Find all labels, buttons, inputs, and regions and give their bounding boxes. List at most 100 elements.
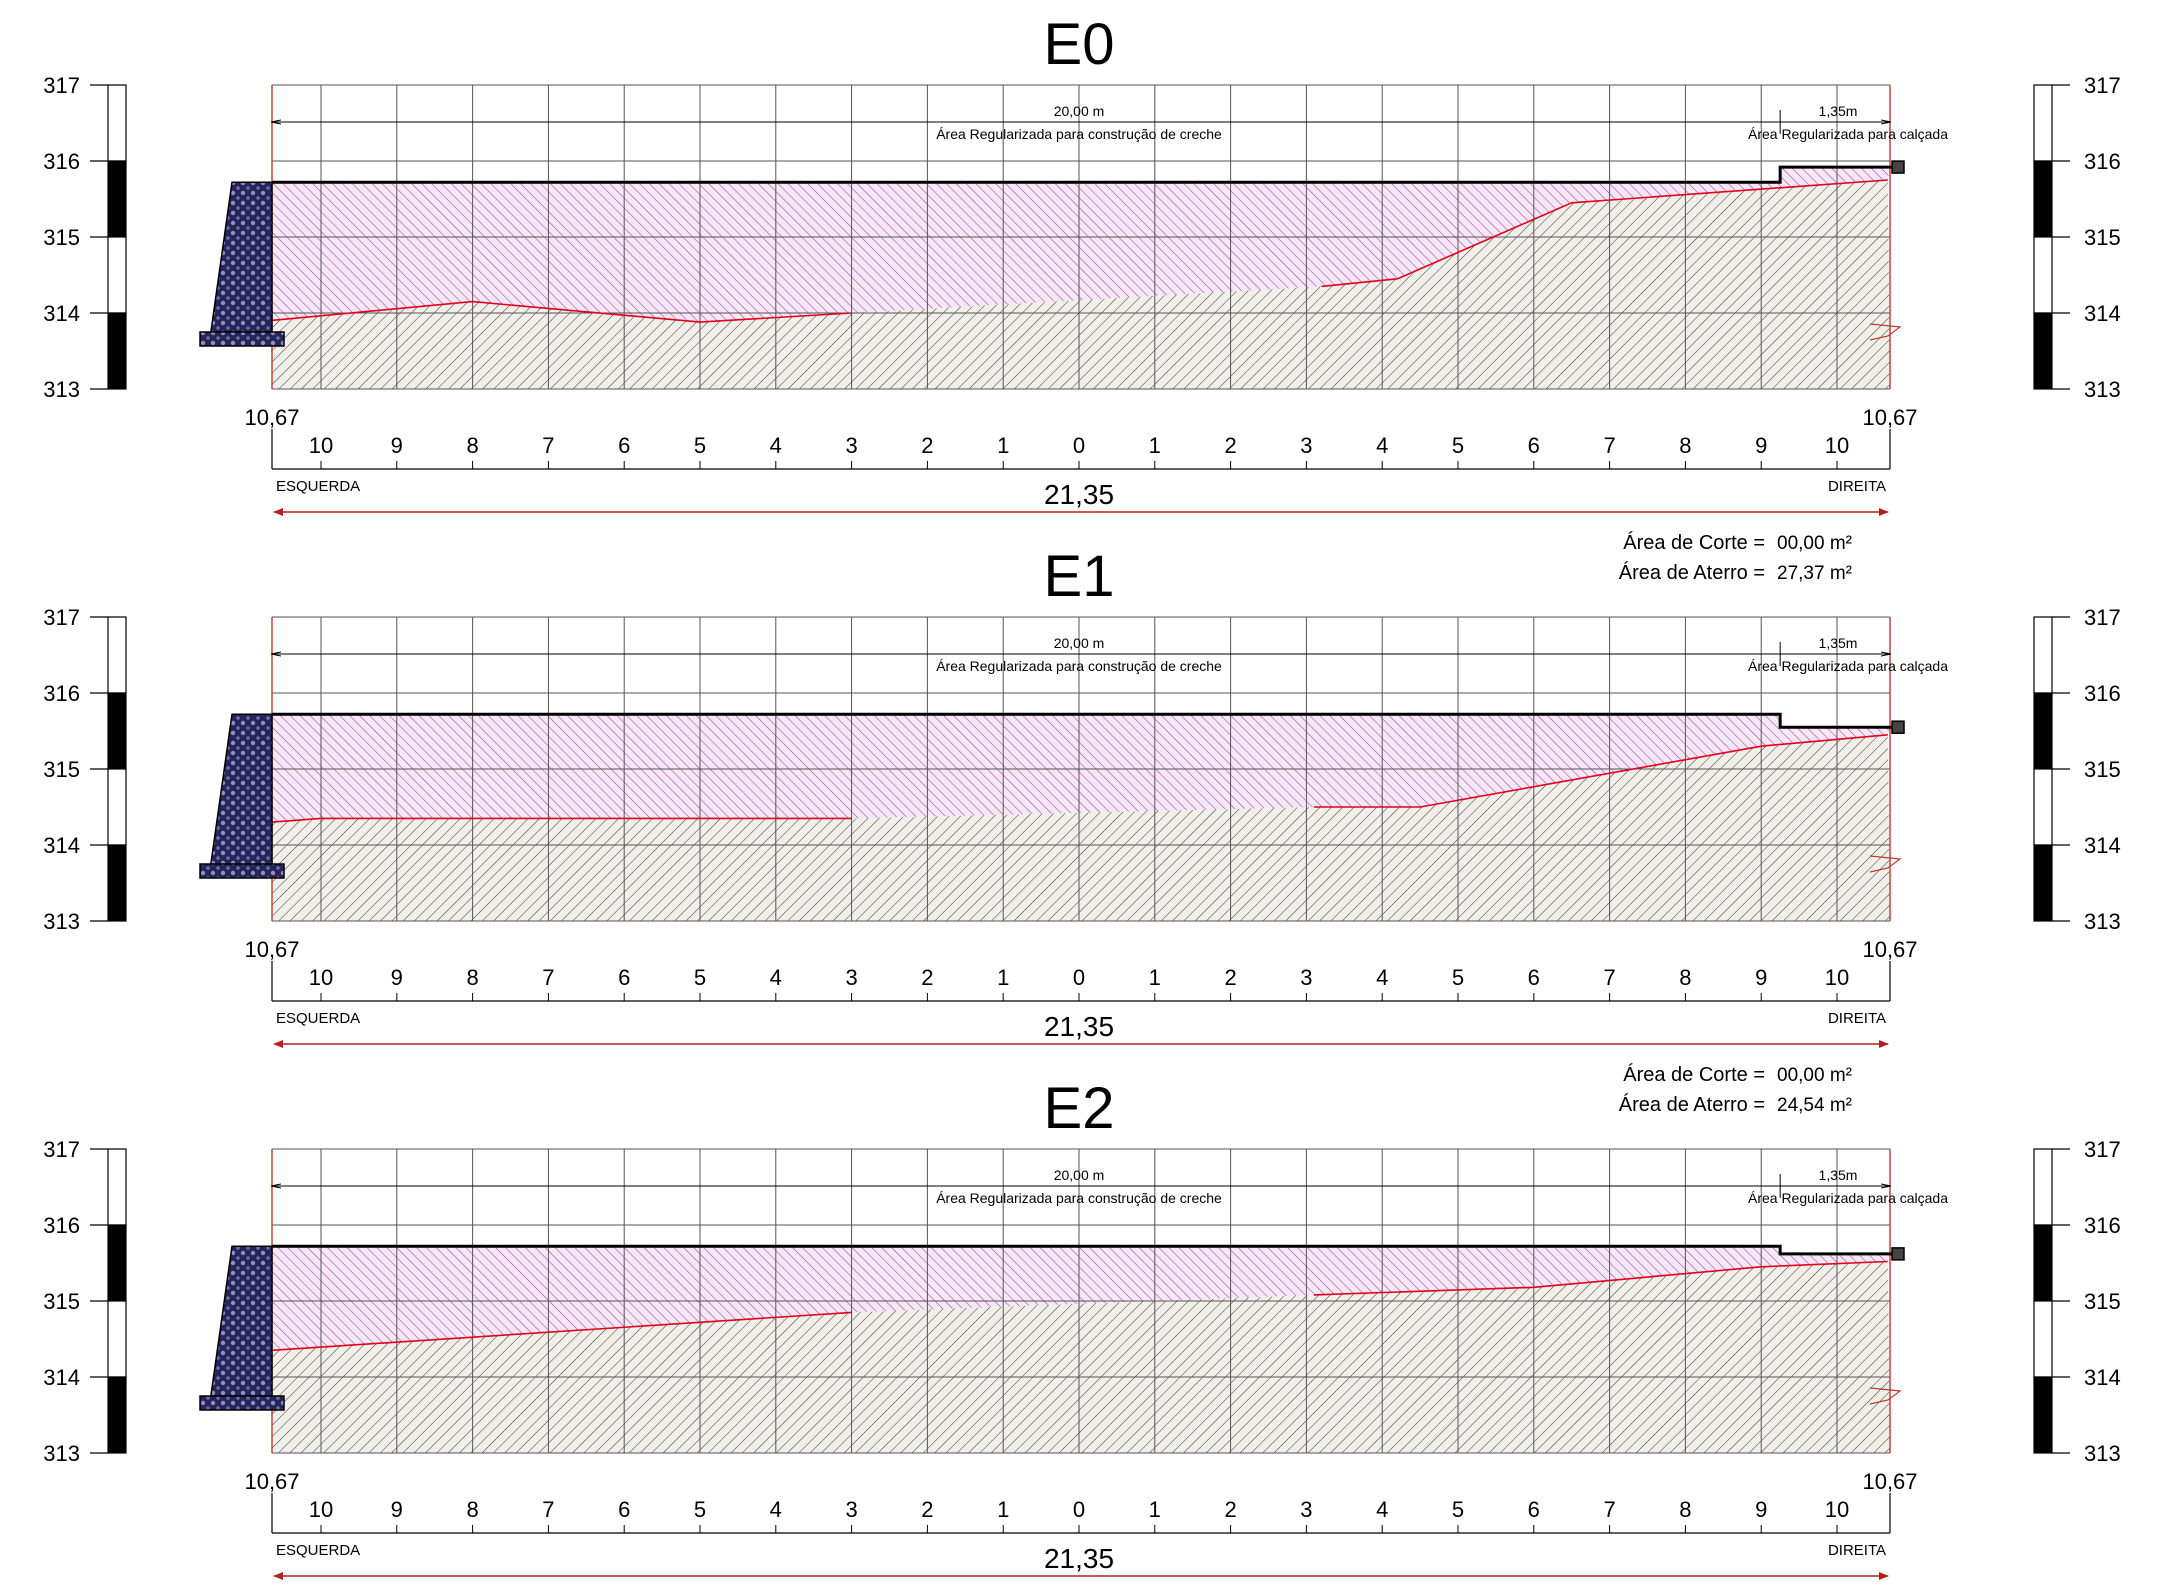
main-area-label: Área Regularizada para construção de cre…	[936, 126, 1222, 142]
station-label-left: 7	[542, 433, 554, 458]
elevation-scale-block-left	[107, 616, 127, 694]
retaining-wall	[209, 181, 273, 339]
platform-line	[272, 712, 1902, 729]
elevation-label-right: 317	[2084, 73, 2121, 98]
elevation-label-left: 317	[43, 1137, 80, 1162]
terrain-line-right	[1321, 179, 1888, 288]
elevation-label-right: 313	[2084, 909, 2121, 934]
station-label-right: 9	[1755, 1497, 1767, 1522]
side-right-label: DIREITA	[1828, 478, 1886, 495]
terrain-line-left	[270, 300, 852, 323]
fill-area-label: Área de Aterro =	[1619, 1093, 1765, 1116]
station-label-right: 7	[1603, 433, 1615, 458]
station-label-right: 6	[1528, 1497, 1540, 1522]
elevation-label-left: 314	[43, 301, 80, 326]
elevation-scale-block-left	[107, 768, 127, 846]
station-label-right: 5	[1452, 1497, 1464, 1522]
station-label-right: 8	[1679, 965, 1691, 990]
elevation-scale-block-left	[107, 1148, 127, 1226]
station-label-right: 6	[1528, 965, 1540, 990]
terrain-line-left	[270, 1311, 852, 1352]
elevation-label-left: 316	[43, 1213, 80, 1238]
fill-area-label: Área de Aterro =	[1619, 561, 1765, 584]
retaining-wall	[209, 1245, 273, 1403]
wall-footing	[199, 863, 285, 879]
elevation-label-right: 317	[2084, 605, 2121, 630]
elevation-label-right: 316	[2084, 1213, 2121, 1238]
elevation-label-left: 313	[43, 909, 80, 934]
station-label-right: 2	[1224, 1497, 1236, 1522]
station-label-right: 6	[1528, 433, 1540, 458]
right-offset-label: 10,67	[1862, 1469, 1917, 1494]
elevation-scale-block-left	[107, 236, 127, 314]
station-label-right: 2	[1224, 433, 1236, 458]
elevation-scale-block-left	[107, 1224, 127, 1302]
natural-ground-area	[270, 734, 1891, 921]
elevation-scale-block-right	[2033, 1300, 2053, 1378]
main-area-label: Área Regularizada para construção de cre…	[936, 658, 1222, 674]
elevation-label-left: 315	[43, 757, 80, 782]
sidewalk-curb	[1891, 160, 1905, 174]
elevation-label-left: 315	[43, 225, 80, 250]
elevation-label-left: 314	[43, 1365, 80, 1390]
elevation-label-right: 316	[2084, 149, 2121, 174]
station-label-left: 10	[309, 433, 333, 458]
station-label-left: 7	[542, 965, 554, 990]
station-label-right: 1	[1149, 965, 1161, 990]
elevation-label-left: 316	[43, 149, 80, 174]
station-label-right: 7	[1603, 965, 1615, 990]
elevation-label-left: 317	[43, 73, 80, 98]
station-label-center: 0	[1073, 433, 1085, 458]
sidewalk-label: Área Regularizada para calçada	[1748, 1190, 1948, 1206]
elevation-label-left: 313	[43, 377, 80, 402]
elevation-scale-block-left	[107, 1300, 127, 1378]
station-label-right: 4	[1376, 965, 1388, 990]
main-dimension-value: 20,00 m	[1054, 1167, 1105, 1183]
sidewalk-curb	[1891, 720, 1905, 734]
elevation-scale-block-left	[107, 312, 127, 390]
cut-area-label: Área de Corte =	[1623, 531, 1765, 554]
elevation-scale-block-right	[2033, 160, 2053, 238]
station-label-right: 5	[1452, 965, 1464, 990]
main-dimension-value: 20,00 m	[1054, 103, 1105, 119]
left-offset-label: 10,67	[244, 1469, 299, 1494]
wall-footing	[199, 331, 285, 347]
total-width-label: 21,35	[1044, 479, 1114, 510]
station-label-left: 9	[391, 965, 403, 990]
elevation-label-left: 313	[43, 1441, 80, 1466]
station-label-right: 10	[1825, 433, 1849, 458]
elevation-scale-block-right	[2033, 692, 2053, 770]
station-label-left: 5	[694, 1497, 706, 1522]
station-label-right: 4	[1376, 1497, 1388, 1522]
section-title: E1	[1044, 544, 1115, 609]
elevation-scale-block-right	[2033, 236, 2053, 314]
station-label-right: 2	[1224, 965, 1236, 990]
cross-section-e0: E0 20,00 m Área Regularizada para construç…	[43, 12, 2120, 584]
elevation-label-left: 315	[43, 1289, 80, 1314]
station-label-right: 7	[1603, 1497, 1615, 1522]
elevation-label-right: 316	[2084, 681, 2121, 706]
station-label-left: 2	[921, 965, 933, 990]
cut-area-value: 00,00 m²	[1777, 533, 1852, 554]
elevation-scale-block-right	[2033, 1148, 2053, 1226]
section-title: E0	[1044, 12, 1115, 77]
station-label-left: 3	[845, 1497, 857, 1522]
station-label-right: 1	[1149, 433, 1161, 458]
right-offset-label: 10,67	[1862, 405, 1917, 430]
station-label-left: 1	[997, 965, 1009, 990]
total-width-label: 21,35	[1044, 1543, 1114, 1574]
station-label-left: 9	[391, 433, 403, 458]
break-symbol	[1869, 1387, 1902, 1405]
station-label-center: 0	[1073, 965, 1085, 990]
station-label-right: 9	[1755, 965, 1767, 990]
sidewalk-label: Área Regularizada para calçada	[1748, 658, 1948, 674]
elevation-scale-block-right	[2033, 84, 2053, 162]
retaining-wall	[209, 713, 273, 871]
elevation-label-left: 317	[43, 605, 80, 630]
elevation-scale-block-right	[2033, 312, 2053, 390]
elevation-label-right: 315	[2084, 225, 2121, 250]
station-label-left: 3	[845, 965, 857, 990]
side-left-label: ESQUERDA	[276, 1542, 360, 1559]
sidewalk-dimension-value: 1,35m	[1819, 1167, 1858, 1183]
